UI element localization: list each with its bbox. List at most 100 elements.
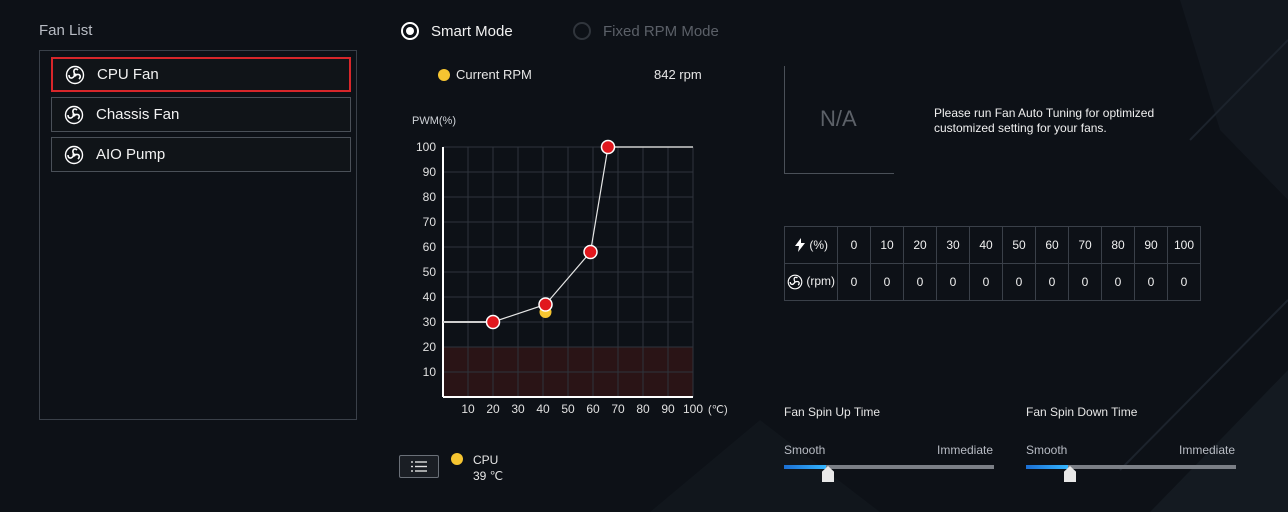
tuning-message-line: customized setting for your fans.	[934, 121, 1107, 135]
y-tick-label: 80	[423, 190, 437, 204]
x-tick-label: 30	[511, 402, 525, 416]
curve-control-point[interactable]	[538, 297, 553, 312]
slider-thumb[interactable]	[822, 466, 834, 482]
current-rpm-value: 842 rpm	[654, 67, 702, 82]
spin-down-min-label: Smooth	[1026, 443, 1068, 457]
slider-track	[1026, 465, 1236, 469]
spin-up-min-label: Smooth	[784, 443, 826, 457]
x-axis-unit: (℃)	[708, 404, 728, 416]
y-tick-label: 40	[423, 290, 437, 304]
pwm-cell: 80	[1101, 226, 1135, 264]
sensor-list-button[interactable]	[399, 455, 439, 478]
y-tick-label: 10	[423, 365, 437, 379]
current-rpm-label: Current RPM	[456, 67, 532, 82]
pwm-cell: 40	[969, 226, 1003, 264]
fan-icon	[64, 105, 84, 124]
fan-curve-chart[interactable]: PWM(%) 10 20 30 40 50 60 70 80 90 100 10 20 30 40 50 60…	[400, 105, 740, 425]
slider-track	[784, 465, 994, 469]
tuning-message-line: Please run Fan Auto Tuning for optimized	[934, 106, 1155, 120]
fan-list-panel: CPU Fan Chassis Fan AIO Pump	[39, 50, 357, 420]
x-tick-label: 100	[683, 402, 703, 416]
fan-list-title: Fan List	[39, 22, 93, 39]
spin-up-slider[interactable]	[784, 463, 994, 483]
rpm-cell: 0	[969, 263, 1003, 301]
spin-down-slider[interactable]	[1026, 463, 1236, 483]
spin-down-max-label: Immediate	[1179, 443, 1236, 457]
rpm-unit: (rpm)	[806, 274, 835, 289]
rpm-cell: 0	[837, 263, 871, 301]
y-tick-label: 60	[423, 240, 437, 254]
spin-down-title: Fan Spin Down Time	[1026, 405, 1138, 419]
spin-up-title: Fan Spin Up Time	[784, 405, 881, 419]
lightning-icon	[794, 238, 805, 253]
y-tick-label: 90	[423, 165, 437, 179]
pwm-cell: 50	[1002, 226, 1036, 264]
tuning-message: Please run Fan Auto Tuning for optimized…	[934, 106, 1154, 136]
sensor-label: CPU	[473, 453, 499, 467]
curve-control-point[interactable]	[600, 139, 616, 155]
pwm-cell: 70	[1068, 226, 1102, 264]
y-tick-label: 20	[423, 340, 437, 354]
rpm-cell: 0	[1101, 263, 1135, 301]
fan-icon	[787, 274, 803, 290]
x-tick-label: 60	[586, 402, 600, 416]
pwm-cell: 60	[1035, 226, 1069, 264]
rpm-cell: 0	[1134, 263, 1168, 301]
curve-control-point[interactable]	[485, 314, 501, 330]
fan-icon	[64, 145, 84, 164]
fixed-rpm-mode-radio[interactable]	[573, 22, 591, 40]
y-axis-label: PWM(%)	[412, 115, 456, 127]
y-tick-label: 30	[423, 315, 437, 329]
slider-fill	[784, 465, 826, 469]
x-tick-label: 50	[561, 402, 575, 416]
pwm-cell: 0	[837, 226, 871, 264]
smart-mode-option[interactable]: Smart Mode	[401, 22, 513, 40]
fan-icon	[65, 65, 85, 84]
rpm-cell: 0	[936, 263, 970, 301]
tuning-status-box: N/A	[784, 66, 894, 174]
fan-item-label: AIO Pump	[96, 146, 166, 163]
rpm-row-header: (rpm)	[784, 263, 838, 301]
fan-item-chassis-fan[interactable]: Chassis Fan	[51, 97, 351, 132]
slider-fill	[1026, 465, 1068, 469]
x-tick-label: 40	[536, 402, 550, 416]
current-rpm-dot	[438, 68, 450, 81]
sensor-dot	[451, 453, 463, 465]
tuning-na-text: N/A	[820, 106, 857, 131]
pwm-cell: 100	[1167, 226, 1201, 264]
x-tick-label: 70	[611, 402, 625, 416]
fixed-rpm-mode-label: Fixed RPM Mode	[603, 22, 719, 40]
rpm-cell: 0	[903, 263, 937, 301]
x-tick-label: 10	[461, 402, 475, 416]
rpm-row: (rpm) 0 0 0 0 0 0 0 0 0 0 0	[784, 263, 1201, 301]
curve-control-point[interactable]	[583, 244, 598, 260]
fan-item-aio-pump[interactable]: AIO Pump	[51, 137, 351, 172]
rpm-cell: 0	[1002, 263, 1036, 301]
pwm-cell: 90	[1134, 226, 1168, 264]
rpm-cell: 0	[1035, 263, 1069, 301]
pwm-cell: 20	[903, 226, 937, 264]
sensor-readout: CPU 39 ℃	[473, 452, 503, 484]
smart-mode-label: Smart Mode	[431, 22, 513, 40]
y-tick-label: 50	[423, 265, 437, 279]
pwm-row-header: (%)	[784, 226, 838, 264]
smart-mode-radio[interactable]	[401, 22, 419, 40]
pwm-row: (%) 0 10 20 30 40 50 60 70 80 90 100	[784, 226, 1201, 264]
fixed-rpm-mode-option[interactable]: Fixed RPM Mode	[573, 22, 719, 40]
y-tick-label: 70	[423, 215, 437, 229]
spin-up-max-label: Immediate	[937, 443, 994, 457]
rpm-table: (%) 0 10 20 30 40 50 60 70 80 90 100 (rp…	[784, 226, 1201, 301]
fan-item-cpu-fan[interactable]: CPU Fan	[51, 57, 351, 92]
rpm-cell: 0	[1167, 263, 1201, 301]
rpm-cell: 0	[870, 263, 904, 301]
x-tick-label: 20	[486, 402, 500, 416]
current-rpm-legend: Current RPM	[438, 67, 532, 82]
x-tick-label: 90	[661, 402, 675, 416]
pwm-cell: 30	[936, 226, 970, 264]
list-icon	[411, 461, 427, 472]
x-tick-label: 80	[636, 402, 650, 416]
fan-curve-line	[492, 146, 609, 323]
fan-item-label: CPU Fan	[97, 66, 159, 83]
slider-thumb[interactable]	[1064, 466, 1076, 482]
fan-item-label: Chassis Fan	[96, 106, 180, 123]
